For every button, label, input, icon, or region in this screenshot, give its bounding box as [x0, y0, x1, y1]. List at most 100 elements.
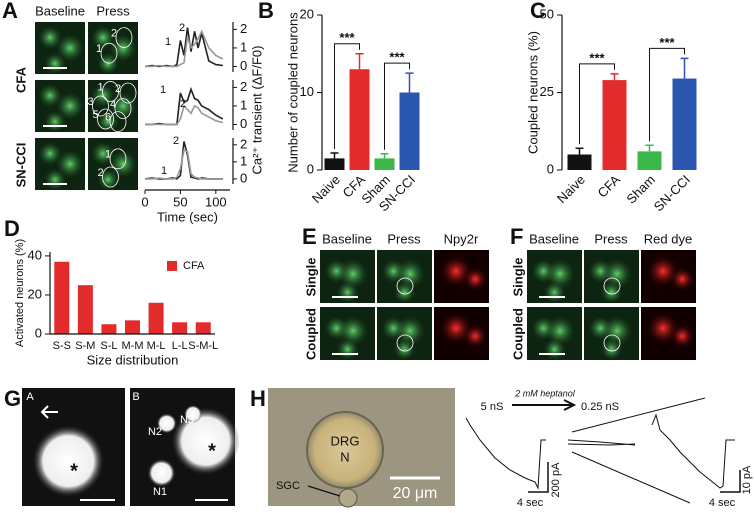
- arrow: [571, 397, 706, 504]
- trace-label: 2: [180, 98, 186, 110]
- cell: [670, 324, 695, 349]
- bar: [374, 158, 395, 170]
- x-tick-label: 0: [141, 194, 148, 209]
- legend-swatch: [167, 261, 177, 271]
- trace-label: 2: [173, 135, 179, 147]
- significance-label: ***: [659, 35, 675, 50]
- roi-label: 1: [96, 43, 102, 55]
- panel-label: B: [258, 0, 274, 23]
- y-axis-label: Ca²⁺ transient (ΔF/F0): [249, 46, 264, 175]
- row-label: Coupled: [510, 308, 525, 360]
- cell: [44, 168, 66, 191]
- cell: [670, 267, 695, 292]
- column-label: Press: [594, 231, 628, 246]
- cell: [545, 258, 575, 289]
- row-label: Single: [510, 257, 525, 296]
- conductance-label: 0.25 nS: [581, 401, 619, 413]
- error-bar: [380, 152, 389, 159]
- roi-label: 2: [115, 83, 121, 95]
- bar: [349, 69, 370, 170]
- error-bar: [405, 72, 414, 93]
- x-tick-label: Naive: [554, 172, 588, 206]
- row-label: Single: [303, 257, 318, 296]
- y-tick-label: 2: [240, 21, 247, 36]
- image-label: *: [208, 440, 216, 462]
- cell: [393, 338, 416, 361]
- y-tick-label: 2: [240, 79, 247, 94]
- cell: [56, 150, 84, 178]
- x-tick-label: S-S: [53, 340, 71, 352]
- bar: [172, 322, 188, 334]
- cell: [543, 281, 566, 304]
- roi-label: 1: [97, 81, 103, 93]
- roi: [92, 95, 109, 117]
- cell: [463, 267, 488, 292]
- x-tick-label: S-M: [75, 340, 95, 352]
- roi: [102, 81, 119, 102]
- cell: [32, 425, 105, 498]
- image-label: SGC: [276, 480, 300, 492]
- row-label: CFA: [13, 66, 28, 93]
- cell: [336, 281, 359, 304]
- column-label: Baseline: [35, 3, 85, 18]
- image-label: N2: [148, 426, 162, 438]
- roi-label: 1: [105, 149, 111, 161]
- bar: [399, 92, 420, 170]
- y-tick-label: 2: [240, 136, 247, 151]
- roi-label: 2: [111, 28, 117, 40]
- bar: [324, 158, 345, 170]
- cell: [109, 34, 137, 62]
- column-label: Npy2r: [444, 231, 479, 246]
- bar: [77, 285, 93, 334]
- trace-label: 2: [179, 22, 185, 34]
- column-label: Press: [96, 3, 130, 18]
- bar: [125, 320, 140, 334]
- x-tick-label: L-L: [172, 340, 188, 352]
- arrow: [307, 485, 341, 497]
- cell: [56, 92, 84, 120]
- panel-label: F: [510, 224, 523, 249]
- row-label: Coupled: [303, 308, 318, 360]
- legend-label: CFA: [183, 260, 205, 272]
- conductance-label: 5 nS: [481, 401, 504, 413]
- cell: [600, 338, 623, 361]
- roi: [396, 277, 414, 295]
- roi: [102, 166, 119, 188]
- x-tick-label: M-L: [147, 340, 166, 352]
- y-tick-label: 25: [540, 84, 554, 99]
- scale-label: 4 sec: [709, 497, 736, 509]
- image-label: N1: [153, 486, 167, 498]
- y-tick-label: 0: [547, 161, 554, 176]
- y-tick-label: 0: [240, 116, 247, 131]
- roi: [603, 334, 621, 352]
- cell: [156, 413, 177, 434]
- roi-label: 3: [87, 96, 93, 108]
- roi-label: 5: [92, 109, 98, 121]
- x-axis-label: Time (sec): [157, 209, 218, 224]
- cell: [463, 324, 488, 349]
- cell: [91, 141, 115, 166]
- roi: [603, 277, 621, 295]
- trace-line: [145, 148, 223, 180]
- x-tick-label: SN-CCI: [651, 172, 693, 214]
- image-label: A: [26, 391, 34, 403]
- trace-label: 1: [165, 36, 171, 48]
- image-label: B: [132, 391, 139, 403]
- column-label: Red dye: [644, 231, 692, 246]
- roi: [97, 108, 114, 130]
- treatment-label: 2 mM heptanol: [514, 388, 576, 398]
- cell: [395, 315, 425, 346]
- row-label: SN-CCI: [13, 143, 28, 188]
- arrow: [40, 405, 58, 419]
- y-axis-label: Coupled neurons (%): [525, 31, 540, 154]
- y-tick-label: 10: [300, 84, 314, 99]
- trace-label: 1: [160, 84, 166, 96]
- roi-label: 6: [105, 112, 111, 124]
- cell: [38, 25, 62, 50]
- column-label: Baseline: [529, 231, 579, 246]
- trace-label: 1: [161, 165, 167, 177]
- cell: [171, 407, 240, 476]
- current-trace: [567, 439, 636, 446]
- cell: [602, 258, 632, 289]
- x-tick-label: S-L: [100, 340, 117, 352]
